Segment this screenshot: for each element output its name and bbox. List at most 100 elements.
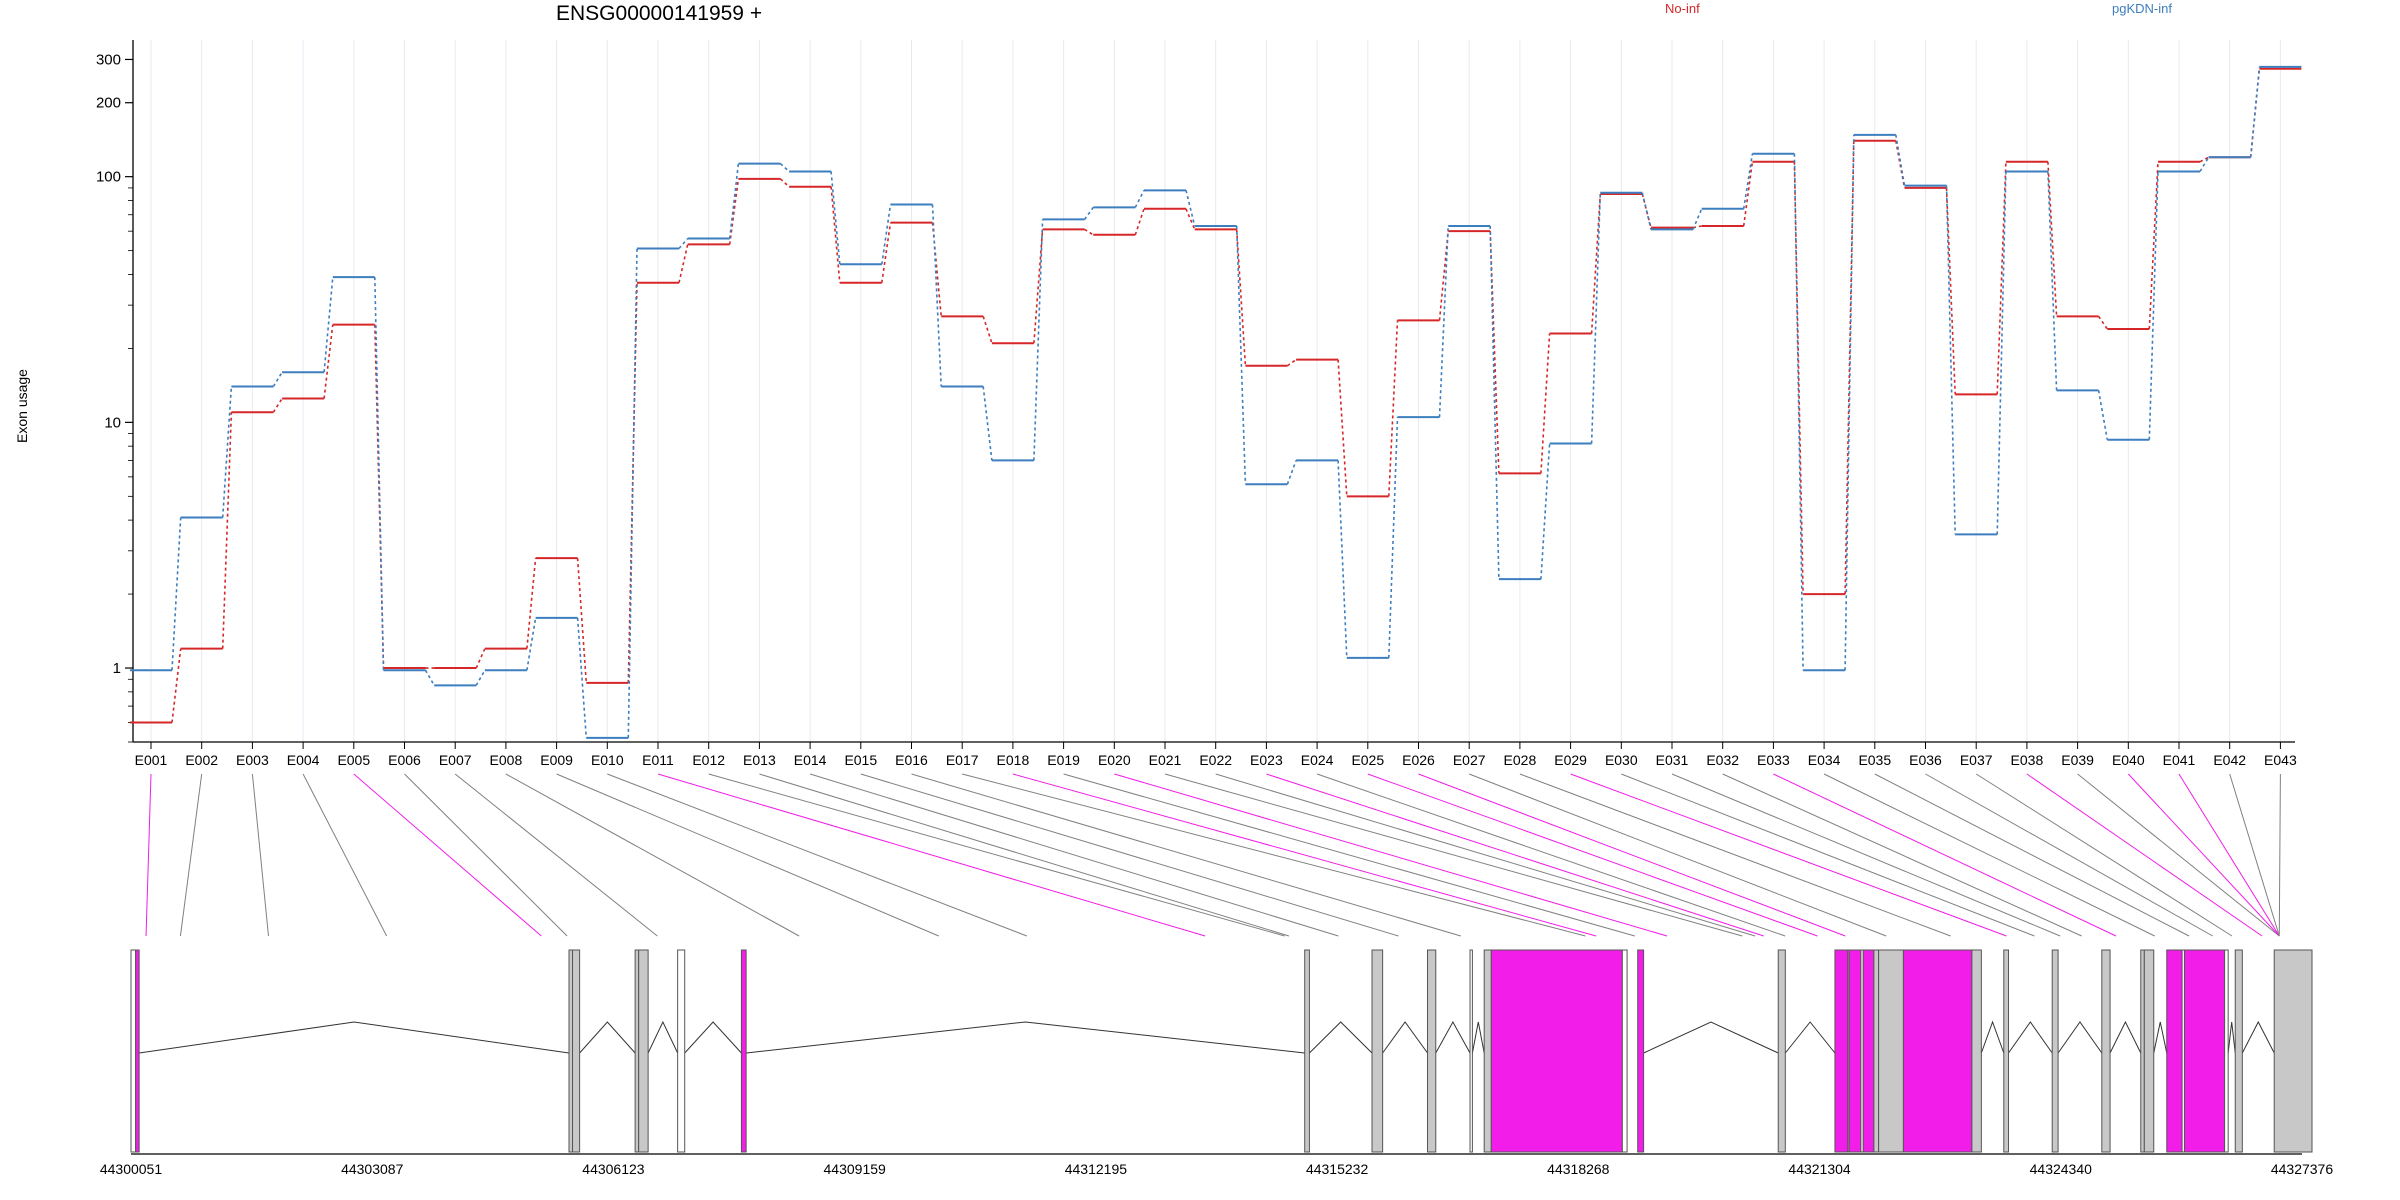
genomic-tick-label: 44300051 bbox=[100, 1161, 163, 1177]
x-tick-label: E035 bbox=[1858, 752, 1891, 768]
series-connector bbox=[728, 163, 740, 239]
connector-e033 bbox=[1773, 773, 2117, 937]
x-tick-label: E037 bbox=[1960, 752, 1993, 768]
series-lines bbox=[130, 65, 2302, 739]
series-connector bbox=[1489, 231, 1500, 474]
intron-line bbox=[2227, 1021, 2236, 1054]
exon-block bbox=[1878, 949, 1904, 1153]
x-tick-label: E007 bbox=[439, 752, 472, 768]
x-tick-label: E020 bbox=[1098, 752, 1131, 768]
series-connector bbox=[1033, 229, 1044, 344]
genomic-tick-label: 44321304 bbox=[1788, 1161, 1851, 1177]
genomic-tick-label: 44312195 bbox=[1065, 1161, 1128, 1177]
x-tick-label: E006 bbox=[388, 752, 421, 768]
exon-block bbox=[1902, 949, 1973, 1153]
series-connector bbox=[2097, 315, 2108, 330]
intron-line bbox=[579, 1021, 636, 1054]
connector-e017 bbox=[962, 773, 1586, 937]
series-connector bbox=[2199, 156, 2210, 163]
x-tick-label: E032 bbox=[1706, 752, 1739, 768]
intron-line bbox=[684, 1021, 742, 1054]
series-connector bbox=[982, 386, 993, 461]
x-tick-label: E015 bbox=[844, 752, 877, 768]
series-connector bbox=[323, 277, 334, 373]
connector-e020 bbox=[1114, 773, 1668, 937]
series-connector bbox=[1590, 192, 1602, 444]
x-tick-label: E009 bbox=[540, 752, 573, 768]
series-connector bbox=[678, 238, 689, 250]
x-tick-label: E004 bbox=[287, 752, 320, 768]
series-connector bbox=[2199, 156, 2210, 172]
exon-block bbox=[2234, 949, 2243, 1153]
x-tick-label: E017 bbox=[946, 752, 979, 768]
x-tick-label: E001 bbox=[135, 752, 168, 768]
connector-e042 bbox=[2229, 773, 2280, 937]
connector-e031 bbox=[1671, 773, 2061, 937]
exon-block bbox=[1469, 949, 1473, 1153]
exon-block bbox=[1777, 949, 1786, 1153]
y-tick-label: 200 bbox=[96, 95, 121, 112]
connector-e008 bbox=[505, 773, 800, 937]
connector-e027 bbox=[1469, 773, 1887, 937]
intron-line bbox=[746, 1021, 1305, 1054]
exon-connector-lines bbox=[145, 773, 2281, 937]
legend-entry-pgkdn-inf: pgKDN-inf bbox=[2112, 1, 2172, 16]
intron-line bbox=[1643, 1021, 1779, 1054]
connector-e003 bbox=[251, 773, 269, 937]
x-tick-label: E003 bbox=[236, 752, 269, 768]
series-connector bbox=[1540, 333, 1551, 474]
series-connector bbox=[627, 248, 638, 738]
x-tick-label: E033 bbox=[1757, 752, 1790, 768]
x-tick-label: E023 bbox=[1250, 752, 1283, 768]
connector-e010 bbox=[607, 773, 1028, 937]
series-connector bbox=[2097, 390, 2109, 440]
series-connector bbox=[1844, 134, 1855, 671]
exon-block bbox=[2183, 949, 2226, 1153]
x-tick-label: E025 bbox=[1351, 752, 1384, 768]
exon-block bbox=[1873, 949, 1880, 1153]
series-connector bbox=[1134, 208, 1145, 236]
series-connector bbox=[526, 617, 537, 671]
exon-block bbox=[2224, 949, 2229, 1153]
series-connector bbox=[2047, 161, 2058, 317]
series-connector bbox=[1945, 187, 1956, 395]
series-connector bbox=[1945, 185, 1956, 535]
exon-block bbox=[1427, 949, 1437, 1153]
intron-line bbox=[1382, 1021, 1428, 1054]
series-connector bbox=[1793, 153, 1804, 671]
series-connector bbox=[475, 648, 486, 669]
series-connector bbox=[171, 648, 182, 723]
series-connector bbox=[1286, 460, 1297, 485]
connector-e016 bbox=[911, 773, 1461, 937]
intron-line bbox=[139, 1021, 570, 1054]
exon-block bbox=[2166, 949, 2183, 1153]
series-connector bbox=[1996, 161, 2007, 395]
genomic-tick-label: 44324340 bbox=[2030, 1161, 2093, 1177]
exon-block bbox=[1971, 949, 1982, 1153]
series-connector bbox=[1692, 208, 1703, 230]
series-connector bbox=[2249, 66, 2261, 158]
series-connector bbox=[374, 324, 385, 669]
series-connector bbox=[678, 244, 689, 283]
connector-e034 bbox=[1823, 773, 2155, 937]
exon-block bbox=[1483, 949, 1492, 1153]
connector-e002 bbox=[179, 773, 203, 937]
exon-block bbox=[135, 949, 140, 1153]
series-connector bbox=[1235, 225, 1247, 485]
series-connector bbox=[221, 412, 233, 649]
series-connector bbox=[1895, 134, 1906, 186]
series-connector bbox=[982, 316, 993, 344]
connector-e032 bbox=[1722, 773, 2082, 937]
exon-block bbox=[740, 949, 747, 1153]
exon-block bbox=[1621, 949, 1628, 1153]
exon-block bbox=[1862, 949, 1875, 1153]
x-tick-label: E022 bbox=[1199, 752, 1232, 768]
connector-e006 bbox=[404, 773, 568, 937]
x-tick-label: E043 bbox=[2264, 752, 2297, 768]
series-connector bbox=[1996, 171, 2007, 535]
series-connector bbox=[830, 171, 841, 265]
exon-block bbox=[2140, 949, 2145, 1153]
series-connector bbox=[1590, 193, 1602, 334]
genomic-tick-label: 44318268 bbox=[1547, 1161, 1610, 1177]
